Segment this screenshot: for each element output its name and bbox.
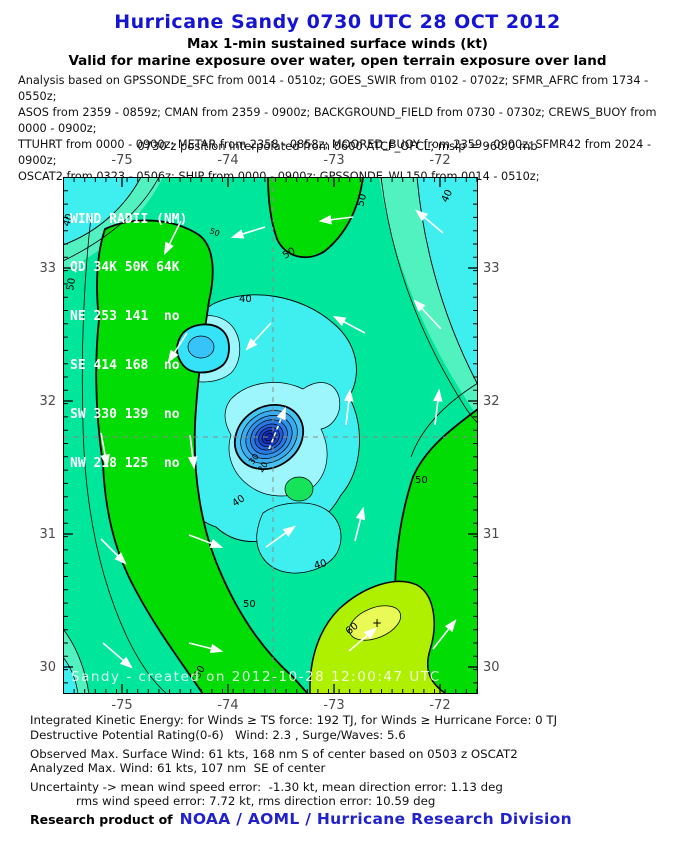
- eye-motion-arrow: [268, 406, 286, 450]
- x-axis-label-bottom: -73: [323, 698, 345, 713]
- x-axis-label-bottom: -72: [429, 698, 451, 713]
- analyzed-max-wind-line: Analyzed Max. Wind: 61 kts, 107 nm SE of…: [30, 761, 326, 775]
- contour-region-under40-south-blob: [256, 502, 342, 574]
- wind-arrow: [348, 627, 377, 652]
- observed-max-wind-line: Observed Max. Surface Wind: 61 kts, 168 …: [30, 747, 518, 761]
- uncertainty-rms-line: rms wind speed error: 7.72 kt, rms direc…: [76, 794, 436, 808]
- wind-arrow: [100, 538, 127, 565]
- y-axis-label-left: 30: [39, 660, 56, 675]
- x-axis-label-top: -74: [217, 153, 239, 168]
- analysis-source-block: Analysis based on GPSSONDE_SFC from 0014…: [18, 73, 668, 185]
- wind-arrow: [354, 506, 366, 542]
- credit-line: Research product of NOAA / AOML / Hurric…: [30, 810, 572, 828]
- x-axis-label-top: -75: [111, 153, 133, 168]
- x-axis-label-bottom: -74: [217, 698, 239, 713]
- max-wind-plus-marker: +: [372, 616, 382, 630]
- contour-plot-svg: 40 40 40 40 40 50 50 50 50 50 50 50 60 3…: [62, 176, 479, 695]
- y-axis-label-left: 32: [39, 394, 56, 409]
- credit-prefix: Research product of: [30, 812, 173, 827]
- wind-direction-arrows: [100, 209, 457, 669]
- contour-region-nw-minimum-inner: [187, 335, 215, 359]
- analysis-line: TTUHRT from 0000 - 0900z; METAR from 235…: [18, 138, 652, 167]
- wind-arrow: [245, 322, 272, 351]
- x-axis-label-bottom: -75: [111, 698, 133, 713]
- wind-arrow: [432, 619, 457, 650]
- contour-label-50: 50: [65, 277, 78, 291]
- wind-arrow: [102, 642, 133, 669]
- wind-arrow: [318, 214, 354, 225]
- y-axis-label-left: 33: [39, 261, 56, 276]
- contour-region-over60-max-wind: [348, 605, 402, 641]
- contour-region-south-green-spot: [284, 476, 314, 502]
- ike-line: Integrated Kinetic Energy: for Winds ≥ T…: [30, 713, 558, 727]
- wind-arrow: [344, 388, 354, 426]
- contour-label-50: 50: [243, 599, 256, 610]
- contour-label-50: 50: [355, 193, 369, 208]
- contour-region-50-west-band: [95, 219, 310, 694]
- wind-arrow: [100, 432, 110, 468]
- subtitle-exposure: Valid for marine exposure over water, op…: [68, 53, 607, 69]
- wind-arrow: [230, 226, 266, 239]
- contour-region-50-north-blob: [267, 177, 364, 259]
- contour-region-under40-east-strip: [416, 177, 478, 386]
- contour-region-40-45-east: [379, 177, 478, 417]
- contour-label-50: 50: [208, 226, 221, 238]
- contour-label-40: 40: [63, 212, 76, 228]
- wind-arrow: [332, 315, 366, 334]
- analysis-line: Analysis based on GPSSONDE_SFC from 0014…: [18, 74, 649, 103]
- analysis-line: ASOS from 2359 - 0859z; CMAN from 2359 -…: [18, 106, 657, 135]
- wind-field-map: 40 40 40 40 40 50 50 50 50 50 50 50 60 3…: [62, 176, 479, 695]
- contour-label-50: 50: [415, 475, 428, 486]
- page-title: Hurricane Sandy 0730 UTC 28 OCT 2012: [114, 11, 561, 33]
- contour-label-40: 40: [313, 558, 328, 572]
- y-axis-label-right: 33: [483, 261, 500, 276]
- wind-arrow: [433, 388, 443, 426]
- wind-arrow: [187, 434, 198, 470]
- wind-arrow: [415, 209, 444, 234]
- wind-arrow: [265, 525, 296, 548]
- wind-arrow: [188, 642, 224, 654]
- wind-arrow: [413, 299, 442, 330]
- y-axis-label-right: 31: [483, 527, 500, 542]
- wind-arrow: [167, 332, 188, 364]
- x-axis-label-top: -72: [429, 153, 451, 168]
- credit-organizations-link[interactable]: NOAA / AOML / Hurricane Research Divisio…: [179, 810, 572, 828]
- wind-arrow: [163, 220, 182, 256]
- position-interpolation-line: 0730 z position interpolated from 0600 A…: [137, 139, 538, 153]
- contour-label-40: 40: [239, 294, 252, 305]
- wind-arrow: [188, 534, 224, 548]
- x-axis-label-top: -73: [323, 153, 345, 168]
- eye-wind-minimum-rings: [233, 404, 305, 470]
- storm-center-crosshair: [63, 177, 478, 694]
- y-axis-label-right: 32: [483, 394, 500, 409]
- uncertainty-mean-line: Uncertainty -> mean wind speed error: -1…: [30, 780, 503, 794]
- y-axis-label-left: 31: [39, 527, 56, 542]
- destructive-potential-line: Destructive Potential Rating(0-6) Wind: …: [30, 728, 406, 742]
- y-axis-label-right: 30: [483, 660, 500, 675]
- subtitle-winds: Max 1-min sustained surface winds (kt): [187, 36, 488, 52]
- contour-region-under40-sw-corner: [63, 656, 79, 694]
- contour-fill-layers: 40 40 40 40 40 50 50 50 50 50 50 50 60 3…: [63, 177, 478, 694]
- contour-label-40: 40: [440, 188, 455, 204]
- contour-region-under40-nw-corner: [63, 177, 142, 246]
